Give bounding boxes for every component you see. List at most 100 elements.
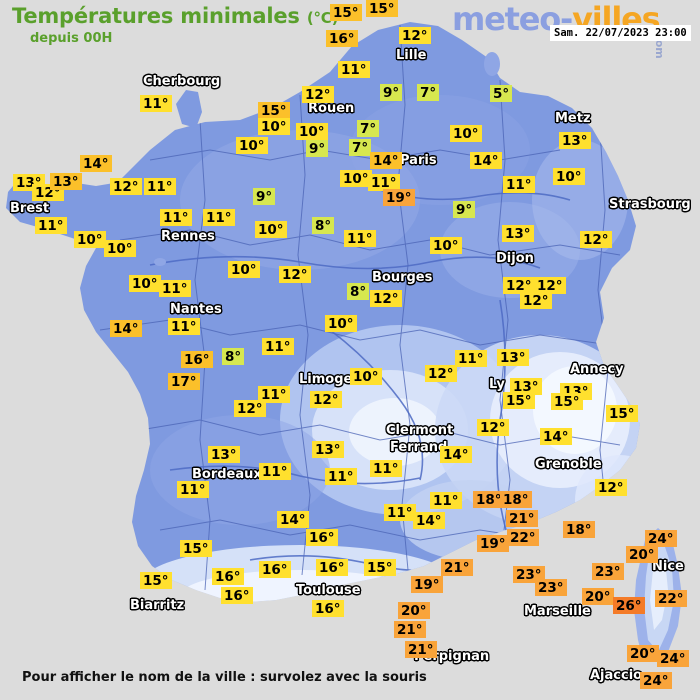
temperature-badge[interactable]: 12° bbox=[279, 266, 311, 283]
temperature-badge[interactable]: 11° bbox=[35, 217, 67, 234]
temperature-badge[interactable]: 11° bbox=[258, 386, 290, 403]
temperature-badge[interactable]: 10° bbox=[104, 240, 136, 257]
temperature-badge[interactable]: 11° bbox=[262, 338, 294, 355]
temperature-badge[interactable]: 9° bbox=[306, 140, 329, 157]
temperature-badge[interactable]: 14° bbox=[80, 155, 112, 172]
temperature-badge[interactable]: 15° bbox=[140, 572, 172, 589]
temperature-badge[interactable]: 15° bbox=[330, 4, 362, 21]
temperature-badge[interactable]: 18° bbox=[500, 491, 532, 508]
temperature-badge[interactable]: 10° bbox=[228, 261, 260, 278]
temperature-badge[interactable]: 16° bbox=[316, 559, 348, 576]
temperature-badge[interactable]: 16° bbox=[312, 600, 344, 617]
temperature-badge[interactable]: 10° bbox=[325, 315, 357, 332]
temperature-badge[interactable]: 8° bbox=[222, 348, 245, 365]
temperature-badge[interactable]: 14° bbox=[440, 446, 472, 463]
temperature-badge[interactable]: 20° bbox=[398, 602, 430, 619]
temperature-badge[interactable]: 10° bbox=[430, 237, 462, 254]
temperature-badge[interactable]: 11° bbox=[384, 504, 416, 521]
temperature-badge[interactable]: 14° bbox=[413, 512, 445, 529]
temperature-badge[interactable]: 14° bbox=[110, 320, 142, 337]
temperature-badge[interactable]: 10° bbox=[340, 170, 372, 187]
temperature-badge[interactable]: 18° bbox=[473, 491, 505, 508]
temperature-badge[interactable]: 14° bbox=[470, 152, 502, 169]
temperature-badge[interactable]: 15° bbox=[606, 405, 638, 422]
temperature-badge[interactable]: 13° bbox=[502, 225, 534, 242]
temperature-badge[interactable]: 12° bbox=[477, 419, 509, 436]
temperature-badge[interactable]: 11° bbox=[325, 468, 357, 485]
temperature-badge[interactable]: 10° bbox=[296, 123, 328, 140]
temperature-badge[interactable]: 19° bbox=[383, 189, 415, 206]
temperature-badge[interactable]: 11° bbox=[144, 178, 176, 195]
temperature-badge[interactable]: 12° bbox=[310, 391, 342, 408]
temperature-badge[interactable]: 13° bbox=[50, 173, 82, 190]
temperature-badge[interactable]: 11° bbox=[368, 174, 400, 191]
temperature-badge[interactable]: 11° bbox=[203, 209, 235, 226]
temperature-badge[interactable]: 13° bbox=[497, 349, 529, 366]
temperature-badge[interactable]: 11° bbox=[159, 280, 191, 297]
temperature-badge[interactable]: 11° bbox=[455, 350, 487, 367]
temperature-badge[interactable]: 11° bbox=[177, 481, 209, 498]
temperature-badge[interactable]: 12° bbox=[234, 400, 266, 417]
temperature-badge[interactable]: 14° bbox=[277, 511, 309, 528]
temperature-badge[interactable]: 11° bbox=[370, 460, 402, 477]
temperature-badge[interactable]: 11° bbox=[259, 463, 291, 480]
temperature-badge[interactable]: 26° bbox=[613, 597, 645, 614]
temperature-badge[interactable]: 12° bbox=[534, 277, 566, 294]
temperature-badge[interactable]: 15° bbox=[364, 559, 396, 576]
temperature-badge[interactable]: 21° bbox=[506, 510, 538, 527]
temperature-badge[interactable]: 23° bbox=[535, 579, 567, 596]
temperature-badge[interactable]: 11° bbox=[344, 230, 376, 247]
temperature-badge[interactable]: 10° bbox=[450, 125, 482, 142]
temperature-badge[interactable]: 12° bbox=[302, 86, 334, 103]
temperature-badge[interactable]: 20° bbox=[626, 546, 658, 563]
temperature-badge[interactable]: 13° bbox=[208, 446, 240, 463]
temperature-badge[interactable]: 11° bbox=[338, 61, 370, 78]
temperature-badge[interactable]: 24° bbox=[657, 650, 689, 667]
temperature-badge[interactable]: 10° bbox=[350, 368, 382, 385]
temperature-badge[interactable]: 10° bbox=[553, 168, 585, 185]
temperature-badge[interactable]: 11° bbox=[140, 95, 172, 112]
temperature-badge[interactable]: 20° bbox=[627, 645, 659, 662]
temperature-badge[interactable]: 15° bbox=[258, 102, 290, 119]
temperature-badge[interactable]: 16° bbox=[306, 529, 338, 546]
temperature-badge[interactable]: 9° bbox=[253, 188, 276, 205]
temperature-badge[interactable]: 13° bbox=[559, 132, 591, 149]
temperature-badge[interactable]: 17° bbox=[168, 373, 200, 390]
temperature-badge[interactable]: 24° bbox=[645, 530, 677, 547]
temperature-badge[interactable]: 11° bbox=[160, 209, 192, 226]
temperature-badge[interactable]: 15° bbox=[503, 392, 535, 409]
temperature-badge[interactable]: 12° bbox=[399, 27, 431, 44]
temperature-badge[interactable]: 15° bbox=[366, 0, 398, 17]
temperature-badge[interactable]: 14° bbox=[540, 428, 572, 445]
temperature-badge[interactable]: 7° bbox=[357, 120, 380, 137]
temperature-badge[interactable]: 15° bbox=[180, 540, 212, 557]
temperature-badge[interactable]: 12° bbox=[370, 290, 402, 307]
temperature-badge[interactable]: 16° bbox=[212, 568, 244, 585]
temperature-badge[interactable]: 9° bbox=[453, 201, 476, 218]
temperature-badge[interactable]: 8° bbox=[312, 217, 335, 234]
temperature-badge[interactable]: 16° bbox=[221, 587, 253, 604]
temperature-badge[interactable]: 19° bbox=[411, 576, 443, 593]
temperature-badge[interactable]: 16° bbox=[181, 351, 213, 368]
temperature-badge[interactable]: 13° bbox=[510, 378, 542, 395]
temperature-badge[interactable]: 19° bbox=[477, 535, 509, 552]
temperature-badge[interactable]: 12° bbox=[580, 231, 612, 248]
temperature-badge[interactable]: 11° bbox=[430, 492, 462, 509]
temperature-badge[interactable]: 12° bbox=[595, 479, 627, 496]
temperature-badge[interactable]: 12° bbox=[503, 277, 535, 294]
temperature-badge[interactable]: 22° bbox=[655, 590, 687, 607]
temperature-badge[interactable]: 7° bbox=[417, 84, 440, 101]
temperature-badge[interactable]: 10° bbox=[129, 275, 161, 292]
temperature-badge[interactable]: 14° bbox=[370, 152, 402, 169]
temperature-badge[interactable]: 7° bbox=[349, 139, 372, 156]
temperature-badge[interactable]: 16° bbox=[259, 561, 291, 578]
temperature-badge[interactable]: 12° bbox=[520, 292, 552, 309]
temperature-badge[interactable]: 13° bbox=[312, 441, 344, 458]
temperature-badge[interactable]: 15° bbox=[551, 393, 583, 410]
temperature-badge[interactable]: 8° bbox=[347, 283, 370, 300]
temperature-badge[interactable]: 11° bbox=[503, 176, 535, 193]
temperature-badge[interactable]: 5° bbox=[490, 85, 513, 102]
temperature-badge[interactable]: 10° bbox=[258, 118, 290, 135]
temperature-badge[interactable]: 10° bbox=[74, 231, 106, 248]
temperature-badge[interactable]: 16° bbox=[326, 30, 358, 47]
